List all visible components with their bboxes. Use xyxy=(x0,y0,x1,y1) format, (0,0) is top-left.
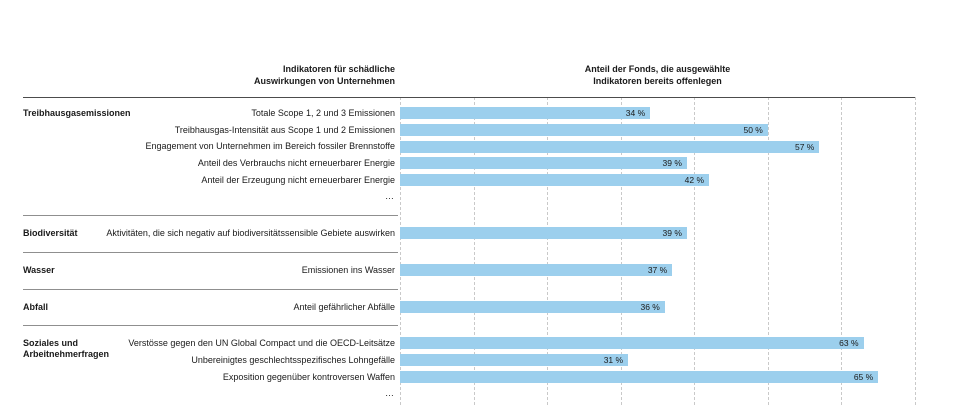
gridline xyxy=(547,97,549,405)
plot-cell xyxy=(400,385,915,402)
gridlines-layer xyxy=(400,97,916,405)
column-header-indicators-line1: Indikatoren für schädliche xyxy=(282,64,395,74)
value-bar: 34 % xyxy=(400,107,651,120)
indicator-row: Exposition gegenüber kontroversen Waffen… xyxy=(23,369,915,386)
plot-cell: 39 % xyxy=(400,155,915,172)
value-bar: 63 % xyxy=(400,337,864,350)
gridline xyxy=(915,97,916,405)
bar-value-label: 39 % xyxy=(662,228,682,239)
indicator-label: Aktivitäten, die sich negativ auf biodiv… xyxy=(106,228,395,239)
gridline xyxy=(841,97,843,405)
category-label: Abfall xyxy=(23,301,49,312)
indicator-label: Anteil gefährlicher Abfälle xyxy=(293,301,395,312)
indicator-row: Anteil der Erzeugung nicht erneuerbarer … xyxy=(23,172,915,189)
category-label: Biodiversität xyxy=(23,228,78,239)
indicator-row: Engagement von Unternehmen im Bereich fo… xyxy=(23,138,915,155)
indicator-label: Unbereinigtes geschlechtsspezifisches Lo… xyxy=(191,354,395,365)
category-label: Wasser xyxy=(23,264,55,275)
bar-value-label: 37 % xyxy=(647,265,668,276)
bar-value-label: 42 % xyxy=(684,175,704,186)
header-rule xyxy=(23,97,915,98)
category-label: Treibhausgasemissionen xyxy=(23,108,131,118)
indicator-row: Emissionen ins Wasser 37 % xyxy=(23,262,915,279)
indicator-label: Treibhausgas-Intensität aus Scope 1 und … xyxy=(174,124,395,135)
plot-cell: 34 % xyxy=(400,105,915,122)
plot-cell xyxy=(400,188,915,205)
truncation-ellipsis: … xyxy=(385,191,395,202)
indicator-row: Verstösse gegen den UN Global Compact un… xyxy=(23,335,915,352)
gridline xyxy=(400,97,401,405)
bar-value-label: 36 % xyxy=(640,301,660,312)
indicator-row: Anteil des Verbrauchs nicht erneuerbarer… xyxy=(23,155,915,172)
group-soziales-und-arbeitnehmerfragen: Soziales und Arbeitnehmerfragen Verstöss… xyxy=(23,335,915,402)
category-label: Soziales und Arbeitnehmerfragen xyxy=(23,338,110,360)
indicator-label: Anteil der Erzeugung nicht erneuerbarer … xyxy=(201,174,395,185)
value-bar: 39 % xyxy=(400,157,687,170)
indicator-label: Anteil des Verbrauchs nicht erneuerbarer… xyxy=(197,158,395,169)
group-separator xyxy=(23,251,398,253)
value-bar: 36 % xyxy=(400,300,665,313)
indicator-row: Totale Scope 1, 2 und 3 Emissionen 34 % xyxy=(23,105,915,122)
gridline xyxy=(473,97,475,405)
column-header-share-line1: Anteil der Fonds, die ausgewählte xyxy=(584,64,731,74)
plot-cell: 63 % xyxy=(400,335,915,352)
group-abfall: Abfall Anteil gefährlicher Abfälle 36 % xyxy=(23,299,915,316)
bar-value-label: 31 % xyxy=(603,355,624,366)
bar-value-label: 57 % xyxy=(794,141,815,152)
group-wasser: Wasser Emissionen ins Wasser 37 % xyxy=(23,262,915,279)
chart-content: Treibhausgasemissionen Totale Scope 1, 2… xyxy=(23,105,915,402)
truncation-row: … xyxy=(23,385,915,402)
value-bar: 39 % xyxy=(400,227,687,240)
indicator-label: Exposition gegenüber kontroversen Waffen xyxy=(222,371,395,382)
value-bar: 37 % xyxy=(400,264,673,277)
group-treibhausgasemissionen: Treibhausgasemissionen Totale Scope 1, 2… xyxy=(23,105,915,205)
indicator-label: Verstösse gegen den UN Global Compact un… xyxy=(128,338,395,349)
column-header-share: Anteil der Fonds, die ausgewählte Indika… xyxy=(400,64,915,87)
plot-cell: 37 % xyxy=(400,262,915,279)
group-separator xyxy=(23,288,398,290)
bar-value-label: 50 % xyxy=(743,124,763,135)
value-bar: 65 % xyxy=(400,370,879,383)
indicator-row: Unbereinigtes geschlechtsspezifisches Lo… xyxy=(23,352,915,369)
truncation-row: … xyxy=(23,188,915,205)
plot-cell: 39 % xyxy=(400,225,915,242)
bar-value-label: 39 % xyxy=(662,158,682,169)
gridline xyxy=(767,97,769,405)
plot-cell: 65 % xyxy=(400,369,915,386)
group-biodiversitaet: Biodiversität Aktivitäten, die sich nega… xyxy=(23,225,915,242)
bar-value-label: 63 % xyxy=(839,338,859,349)
indicator-row: Aktivitäten, die sich negativ auf biodiv… xyxy=(23,225,915,242)
indicator-row: Anteil gefährlicher Abfälle 36 % xyxy=(23,299,915,316)
truncation-ellipsis: … xyxy=(385,388,395,399)
value-bar: 42 % xyxy=(400,174,709,187)
column-header-indicators: Indikatoren für schädliche Auswirkungen … xyxy=(23,64,395,87)
bar-value-label: 65 % xyxy=(853,371,874,382)
bar-value-label: 34 % xyxy=(625,108,646,119)
column-header-share-line2: Indikatoren bereits offenlegen xyxy=(593,75,722,86)
group-separator xyxy=(23,215,398,217)
plot-cell: 36 % xyxy=(400,299,915,316)
column-header-indicators-line2: Auswirkungen von Unternehmen xyxy=(253,75,395,86)
gridline xyxy=(694,97,696,405)
plot-cell: 31 % xyxy=(400,352,915,369)
indicator-row: Treibhausgas-Intensität aus Scope 1 und … xyxy=(23,122,915,139)
plot-cell: 42 % xyxy=(400,172,915,189)
indicator-label: Emissionen ins Wasser xyxy=(301,264,395,275)
group-separator xyxy=(23,325,398,327)
indicator-label: Totale Scope 1, 2 und 3 Emissionen xyxy=(251,108,395,118)
value-bar: 31 % xyxy=(400,354,629,367)
indicator-label: Engagement von Unternehmen im Bereich fo… xyxy=(145,141,395,152)
gridline xyxy=(620,97,622,405)
plot-cell: 50 % xyxy=(400,122,915,139)
value-bar: 57 % xyxy=(400,140,820,153)
value-bar: 50 % xyxy=(400,123,768,136)
plot-cell: 57 % xyxy=(400,138,915,155)
